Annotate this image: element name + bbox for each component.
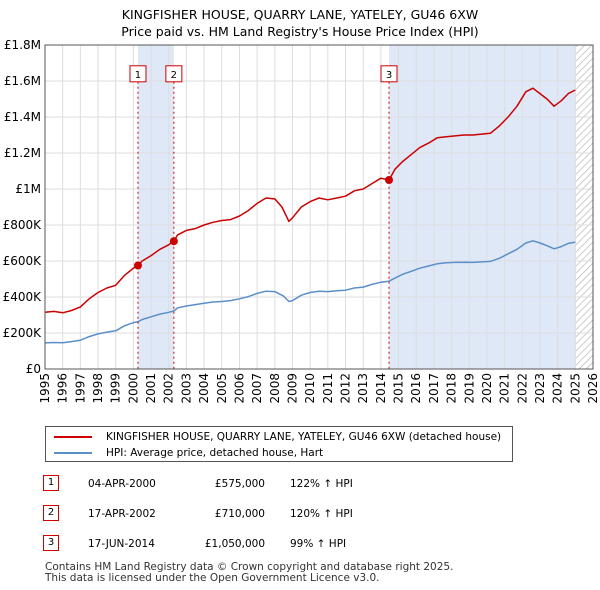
x-tick-label: 2010	[303, 373, 317, 404]
legend-label-property: KINGFISHER HOUSE, QUARRY LANE, YATELEY, …	[106, 431, 502, 443]
x-tick-label: 2022	[515, 373, 529, 404]
legend-label-hpi: HPI: Average price, detached house, Hart	[106, 447, 324, 459]
hpi-line	[44, 240, 576, 344]
chart-legend: KINGFISHER HOUSE, QUARRY LANE, YATELEY, …	[45, 426, 513, 462]
y-tick-label: £1M	[15, 182, 41, 196]
x-tick-label: 2019	[462, 373, 476, 404]
y-tick-label: £800K	[3, 218, 43, 232]
sale-badge: 3	[43, 535, 59, 551]
x-tick-label: 2002	[162, 373, 176, 404]
x-tick-label: 2005	[215, 373, 229, 404]
sale-marker-label: 3	[386, 70, 392, 81]
x-tick-label: 2026	[586, 373, 600, 404]
x-tick-label: 2004	[197, 373, 211, 404]
x-tick-label: 2003	[179, 373, 193, 404]
x-tick-label: 2000	[126, 373, 140, 404]
sale-point	[133, 261, 142, 270]
sale-badge: 2	[43, 505, 59, 521]
sale-point	[169, 237, 178, 246]
sale-row: 3 17-JUN-2014 £1,050,000 99% ↑ HPI	[0, 534, 600, 554]
x-tick-label: 2001	[144, 373, 158, 404]
shaded-period	[389, 45, 576, 369]
sale-point	[385, 176, 394, 184]
legend-item-hpi: HPI: Average price, detached house, Hart	[54, 445, 323, 461]
x-tick-label: 2006	[232, 373, 246, 404]
forecast-hatch	[575, 45, 593, 369]
legend-item-property: KINGFISHER HOUSE, QUARRY LANE, YATELEY, …	[54, 429, 501, 445]
x-tick-label: 2012	[339, 373, 353, 404]
price-chart: 1 2 3 £0 £200K £400K £600K £800K £1M £1.2M £1.4M £…	[3, 38, 600, 404]
x-tick-label: 1997	[73, 373, 87, 404]
legend-swatch-hpi	[54, 452, 92, 454]
sale-hpi-change: 120% ↑ HPI	[290, 508, 353, 520]
y-tick-label: £1.2M	[4, 146, 41, 160]
y-tick-label: £600K	[3, 254, 43, 268]
x-tick-label: 2018	[445, 373, 459, 404]
x-tick-label: 2016	[409, 373, 423, 404]
x-tick-label: 2008	[268, 373, 282, 404]
sale-price: £1,050,000	[204, 538, 265, 550]
sale-date: 17-APR-2002	[88, 508, 156, 520]
sale-marker-label: 1	[135, 70, 141, 81]
x-tick-label: 2014	[374, 373, 388, 404]
sale-row: 1 04-APR-2000 £575,000 122% ↑ HPI	[0, 474, 600, 494]
sale-row: 2 17-APR-2002 £710,000 120% ↑ HPI	[0, 504, 600, 524]
sale-marker-box	[380, 65, 398, 83]
chart-title: KINGFISHER HOUSE, QUARRY LANE, YATELEY, …	[0, 6, 600, 40]
sale-marker-box	[165, 65, 183, 83]
x-tick-label: 2024	[551, 373, 565, 404]
sale-date: 04-APR-2000	[88, 478, 156, 490]
x-tick-label: 1995	[38, 373, 52, 404]
y-tick-label: £1.6M	[4, 74, 41, 88]
sale-price: £575,000	[214, 478, 265, 490]
sale-badge: 1	[43, 475, 59, 491]
footer-attribution: Contains HM Land Registry data © Crown c…	[45, 562, 453, 584]
x-tick-label: 2025	[568, 373, 582, 404]
sale-marker-box	[129, 65, 147, 83]
x-tick-label: 2013	[356, 373, 370, 404]
y-tick-label: £1.8M	[4, 38, 41, 52]
title-line-1: KINGFISHER HOUSE, QUARRY LANE, YATELEY, …	[121, 7, 479, 22]
x-tick-label: 1996	[56, 373, 70, 404]
x-tick-label: 2007	[250, 373, 264, 404]
footer-line-1: Contains HM Land Registry data © Crown c…	[45, 561, 454, 573]
legend-swatch-property	[54, 436, 92, 438]
plot-frame	[44, 44, 594, 370]
x-tick-label: 1998	[91, 373, 105, 404]
x-tick-label: 2020	[480, 373, 494, 404]
x-tick-label: 1999	[109, 373, 123, 404]
x-tick-label: 2011	[321, 373, 335, 404]
sale-date: 17-JUN-2014	[88, 538, 155, 550]
x-tick-label: 2017	[427, 373, 441, 404]
x-tick-label: 2009	[285, 373, 299, 404]
footer-line-2: This data is licensed under the Open Gov…	[45, 572, 380, 584]
x-tick-label: 2015	[392, 373, 406, 404]
x-tick-label: 2021	[498, 373, 512, 404]
y-tick-label: £400K	[3, 290, 43, 304]
sale-hpi-change: 122% ↑ HPI	[290, 478, 353, 490]
sale-price: £710,000	[214, 508, 265, 520]
x-tick-label: 2023	[533, 373, 547, 404]
y-tick-label: £0	[26, 362, 41, 376]
y-tick-label: £1.4M	[4, 110, 41, 124]
sale-marker-label: 2	[171, 70, 177, 81]
title-line-2: Price paid vs. HM Land Registry's House …	[121, 24, 479, 39]
y-tick-label: £200K	[3, 326, 43, 340]
sale-hpi-change: 99% ↑ HPI	[290, 538, 347, 550]
